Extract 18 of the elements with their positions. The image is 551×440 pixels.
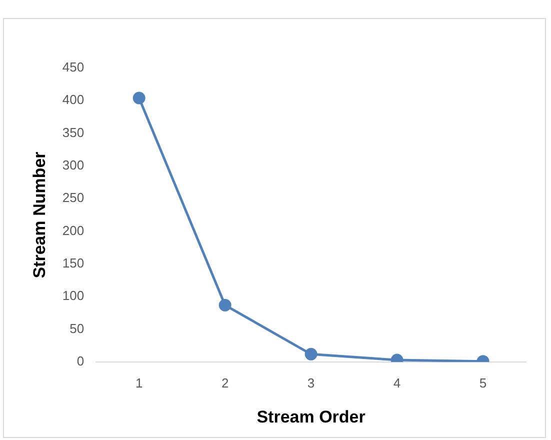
y-tick-label: 100: [62, 288, 84, 304]
x-tick-label: 4: [393, 375, 401, 390]
y-tick-label: 50: [70, 320, 84, 336]
x-tick-label: 3: [307, 375, 315, 390]
x-axis-title: Stream Order: [256, 407, 366, 426]
x-tick-label: 5: [479, 375, 487, 390]
x-tick-label: 2: [221, 375, 229, 390]
point: [132, 92, 146, 104]
y-tick-label: 0: [76, 354, 84, 369]
y-tick-label: 450: [62, 60, 84, 75]
y-tick-label: 300: [62, 158, 84, 173]
y-tick-label: 350: [62, 124, 84, 140]
y-tick-label: 250: [62, 190, 84, 206]
y-axis-title: Stream Number: [30, 151, 49, 278]
x-tick-label: 1: [135, 375, 143, 390]
y-tick-label: 200: [62, 222, 84, 238]
y-tick-label: 400: [62, 92, 84, 108]
y-tick-label: 150: [62, 256, 84, 271]
